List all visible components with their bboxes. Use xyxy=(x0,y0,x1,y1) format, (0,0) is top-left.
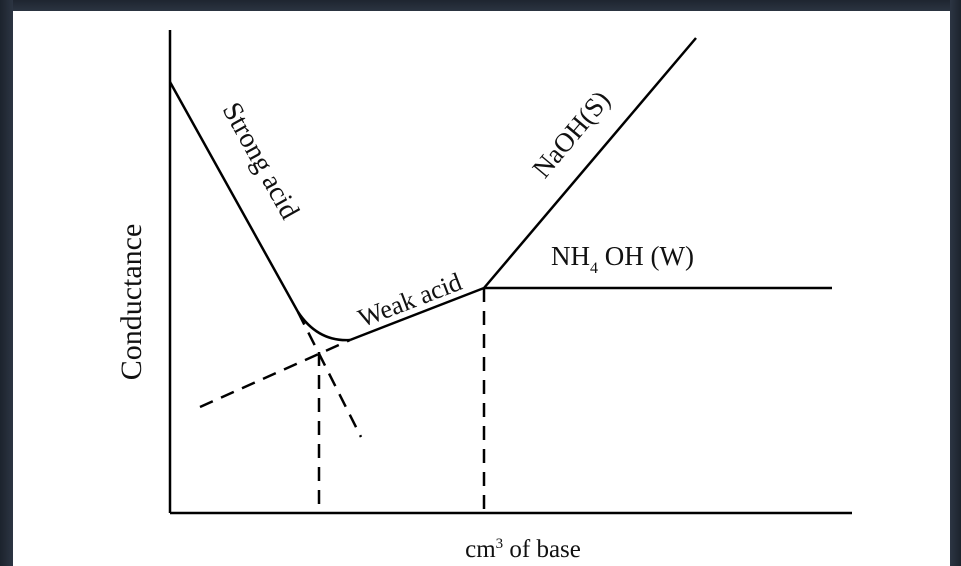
y-axis-label: Conductance xyxy=(115,224,148,381)
strong-acid-curve xyxy=(168,81,351,342)
x-axis-label-suffix: of base xyxy=(503,536,581,563)
naoh-label: NaOH(S) xyxy=(526,85,615,184)
x-axis-label-prefix: cm xyxy=(465,536,496,563)
nh4oh-label-nh: NH xyxy=(551,241,590,271)
frame-border-left xyxy=(0,0,13,566)
nh4oh-label-subscript: 4 xyxy=(590,260,598,277)
weak-acid-extrapolation xyxy=(199,338,351,409)
x-axis-label: cm3 of base xyxy=(465,536,581,563)
nh4oh-label: NH4 OH (W) xyxy=(551,241,694,277)
weak-acid-curve xyxy=(349,286,485,342)
weak-acid-label: Weak acid xyxy=(354,267,466,333)
frame-border-right xyxy=(950,0,961,566)
strong-acid-label: Strong acid xyxy=(216,97,305,224)
naoh-curve xyxy=(483,37,697,289)
nh4oh-label-rest: OH (W) xyxy=(598,241,694,271)
frame-border-top xyxy=(0,0,961,11)
x-axis-label-superscript: 3 xyxy=(496,536,504,552)
strong-acid-extrapolation xyxy=(296,311,363,438)
